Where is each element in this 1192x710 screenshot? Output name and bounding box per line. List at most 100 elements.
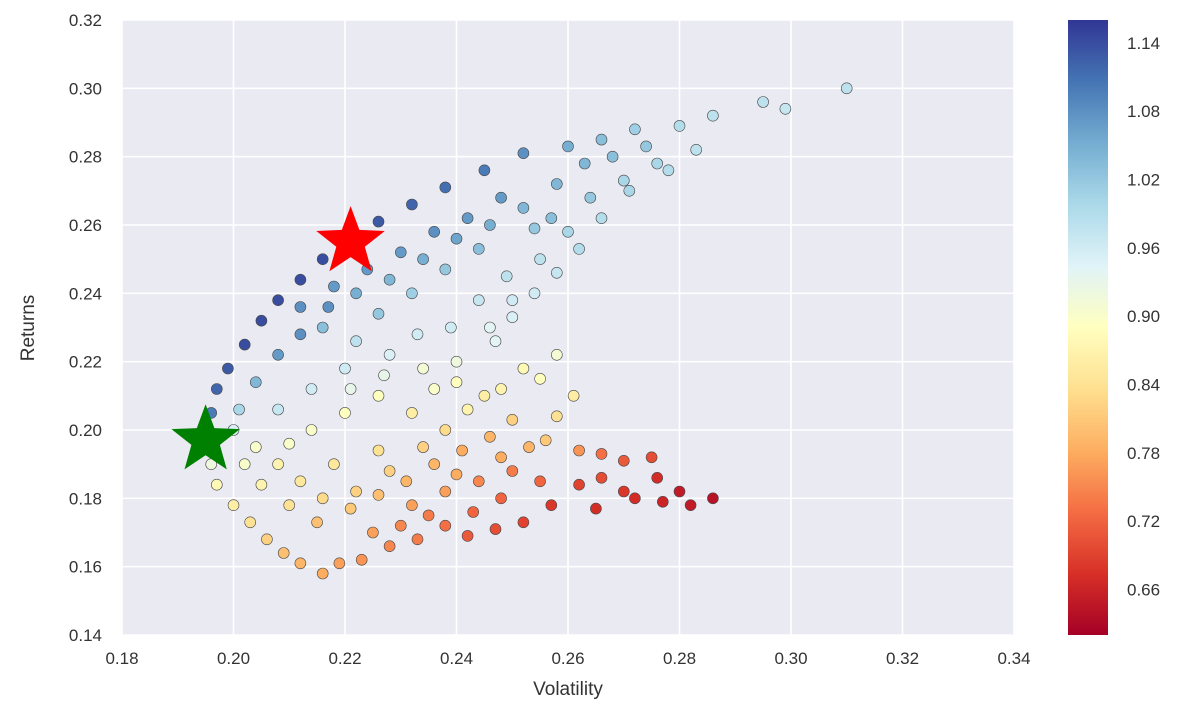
scatter-point <box>255 314 268 327</box>
colorbar <box>1068 20 1108 635</box>
x-tick-label: 0.26 <box>551 649 584 668</box>
scatter-point <box>272 294 284 307</box>
scatter-point <box>367 526 379 539</box>
scatter-point <box>562 140 574 153</box>
scatter-point <box>595 448 608 460</box>
colorbar-tick-label: 0.96 <box>1127 239 1160 258</box>
scatter-point <box>461 403 474 416</box>
scatter-point <box>606 150 619 163</box>
scatter-point <box>617 454 630 467</box>
scatter-point <box>450 376 463 389</box>
scatter-point <box>383 348 396 361</box>
scatter-point <box>406 198 418 211</box>
scatter-point <box>595 133 608 146</box>
x-tick-label: 0.28 <box>663 649 696 668</box>
scatter-point <box>406 499 418 512</box>
scatter-point <box>355 553 368 566</box>
x-tick-labels: 0.18 0.20 0.22 0.24 0.26 0.28 0.30 0.32 0.34 <box>105 649 1030 668</box>
scatter-point <box>277 547 290 559</box>
colorbar-tick-label: 0.78 <box>1127 444 1160 463</box>
scatter-point <box>528 287 541 300</box>
min-volatility-star <box>171 404 240 470</box>
scatter-point <box>629 492 641 505</box>
scatter-point <box>283 499 296 512</box>
y-tick-label: 0.20 <box>69 421 102 440</box>
scatter-point <box>350 287 362 300</box>
scatter-point <box>495 492 507 505</box>
scatter-point <box>478 389 491 402</box>
scatter-point <box>339 407 351 419</box>
scatter-point <box>406 287 418 300</box>
scatter-point <box>506 294 519 307</box>
x-tick-label: 0.34 <box>997 649 1030 668</box>
scatter-point <box>439 519 452 532</box>
scatter-point <box>707 492 719 505</box>
scatter-point <box>378 369 390 382</box>
scatter-point <box>428 226 441 238</box>
scatter-point <box>651 471 664 484</box>
scatter-point <box>316 492 329 505</box>
colorbar-tick-label: 0.90 <box>1127 307 1160 326</box>
scatter-point <box>428 383 441 395</box>
scatter-point <box>417 253 429 266</box>
scatter-point <box>227 499 240 512</box>
scatter-point <box>629 123 641 136</box>
scatter-point <box>383 465 396 477</box>
max-sharpe-star <box>316 206 385 272</box>
scatter-point <box>545 212 558 224</box>
scatter-point <box>439 485 452 498</box>
scatter-point <box>294 273 307 286</box>
y-tick-label: 0.14 <box>69 626 102 645</box>
scatter-point <box>840 82 853 95</box>
y-tick-label: 0.26 <box>69 216 102 235</box>
scatter-point <box>339 362 351 375</box>
scatter-point <box>472 294 485 307</box>
scatter-point <box>411 328 424 341</box>
y-tick-label: 0.18 <box>69 489 102 508</box>
scatter-point <box>573 444 585 457</box>
scatter-point <box>350 485 362 498</box>
y-tick-label: 0.28 <box>69 148 102 167</box>
scatter-point <box>294 557 307 570</box>
x-tick-label: 0.24 <box>440 649 473 668</box>
scatter-point <box>590 502 602 515</box>
scatter-point <box>584 191 597 204</box>
scatter-point <box>316 321 329 334</box>
scatter-point <box>640 140 652 153</box>
scatter-point <box>506 311 519 324</box>
scatter-point <box>500 270 513 283</box>
scatter-point <box>439 424 452 436</box>
scatter-point <box>467 506 480 518</box>
scatter-point <box>506 413 519 426</box>
x-axis-label: Volatility <box>533 679 603 700</box>
scatter-point <box>211 478 223 491</box>
x-tick-label: 0.18 <box>105 649 138 668</box>
scatter-point <box>283 437 296 450</box>
scatter-point <box>484 430 496 443</box>
scatter-point <box>383 273 396 286</box>
scatter-point <box>328 280 340 293</box>
scatter-point <box>472 243 485 255</box>
scatter-point <box>261 533 273 546</box>
scatter-point <box>406 407 418 419</box>
colorbar-tick-label: 0.72 <box>1127 512 1160 531</box>
scatter-point <box>662 164 675 177</box>
scatter-point <box>417 441 429 453</box>
scatter-point <box>244 516 256 529</box>
scatter-point <box>495 383 507 395</box>
scatter-point <box>495 191 507 204</box>
scatter-point <box>422 509 435 522</box>
colorbar-tick-label: 1.08 <box>1127 102 1160 121</box>
scatter-point <box>578 157 591 170</box>
scatter-point <box>305 383 318 395</box>
y-tick-label: 0.24 <box>69 284 102 303</box>
scatter-point <box>238 458 251 471</box>
scatter-point <box>673 120 686 132</box>
y-tick-label: 0.16 <box>69 558 102 577</box>
scatter-point <box>316 567 329 580</box>
scatter-point <box>779 103 792 115</box>
scatter-point <box>534 372 546 385</box>
scatter-point <box>757 96 769 108</box>
scatter-point <box>294 475 307 488</box>
scatter-point <box>484 219 496 231</box>
